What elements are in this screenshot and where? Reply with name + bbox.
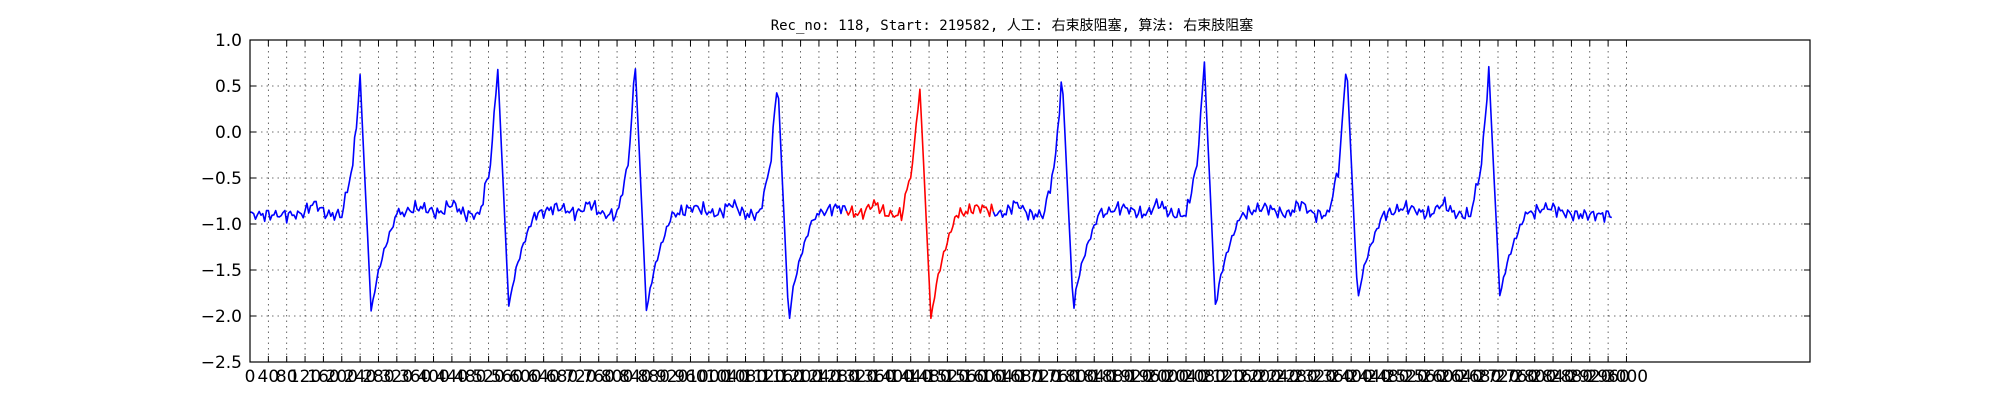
x-tick-label: 280 bbox=[362, 367, 394, 387]
x-tick-label: 1320 bbox=[834, 367, 877, 387]
x-tick-label: 2800 bbox=[1513, 367, 1556, 387]
x-tick-label: 2560 bbox=[1403, 367, 1446, 387]
x-tick-label: 720 bbox=[564, 367, 596, 387]
x-tick-label: 2200 bbox=[1238, 367, 1281, 387]
x-tick-label: 1360 bbox=[852, 367, 895, 387]
x-tick-label: 1800 bbox=[1054, 367, 1097, 387]
x-tick-label: 640 bbox=[527, 367, 559, 387]
series-line-3 bbox=[992, 61, 1613, 310]
x-tick-label: 600 bbox=[509, 367, 541, 387]
x-tick-label: 960 bbox=[674, 367, 706, 387]
x-tick-label: 680 bbox=[546, 367, 578, 387]
x-tick-label: 760 bbox=[582, 367, 614, 387]
x-tick-label: 1960 bbox=[1128, 367, 1171, 387]
x-tick-label: 1040 bbox=[706, 367, 749, 387]
y-tick-label: −2.5 bbox=[201, 353, 242, 373]
x-tick-label: 920 bbox=[656, 367, 688, 387]
x-tick-label: 240 bbox=[344, 367, 376, 387]
x-tick-label: 2720 bbox=[1476, 367, 1519, 387]
x-tick-label: 880 bbox=[638, 367, 670, 387]
x-tick-label: 3000 bbox=[1605, 367, 1648, 387]
x-tick-label: 1160 bbox=[761, 367, 804, 387]
x-tick-label: 1720 bbox=[1018, 367, 1061, 387]
x-tick-label: 1400 bbox=[871, 367, 914, 387]
x-tick-label: 2120 bbox=[1201, 367, 1244, 387]
plot-frame bbox=[249, 39, 1811, 363]
x-tick-label: 1840 bbox=[1073, 367, 1116, 387]
y-tick-label: −0.5 bbox=[201, 169, 242, 189]
x-tick-label: 320 bbox=[381, 367, 413, 387]
chart-title: Rec_no: 118, Start: 219582, 人工: 右束肢阻塞, 算… bbox=[771, 17, 1254, 34]
x-tick-label: 560 bbox=[491, 367, 523, 387]
x-tick-label: 1440 bbox=[889, 367, 932, 387]
series-line-1 bbox=[249, 68, 848, 320]
x-tick-label: 1600 bbox=[962, 367, 1005, 387]
x-tick-label: 1760 bbox=[1036, 367, 1079, 387]
x-tick-label: 520 bbox=[472, 367, 504, 387]
x-tick-label: 1280 bbox=[816, 367, 859, 387]
x-tick-label: 1240 bbox=[797, 367, 840, 387]
x-tick-label: 160 bbox=[307, 367, 339, 387]
x-tick-label: 120 bbox=[289, 367, 321, 387]
x-tick-label: 2520 bbox=[1385, 367, 1428, 387]
series-layer bbox=[249, 61, 1613, 320]
x-tick-label: 2440 bbox=[1348, 367, 1391, 387]
x-tick-label: 440 bbox=[436, 367, 468, 387]
x-tick-label: 2880 bbox=[1550, 367, 1593, 387]
x-tick-label: 0 bbox=[245, 367, 256, 387]
x-tick-label: 40 bbox=[258, 367, 280, 387]
y-axis: 1.0 0.5 0.0 −0.5 −1.0 −1.5 −2.0 −2.5 bbox=[201, 31, 1810, 373]
x-tick-label: 1640 bbox=[981, 367, 1024, 387]
x-tick-label: 1920 bbox=[1109, 367, 1152, 387]
x-tick-label: 2080 bbox=[1183, 367, 1226, 387]
x-tick-label: 2480 bbox=[1366, 367, 1409, 387]
x-axis: 0 408012016020024028032036040044048052056… bbox=[245, 40, 1648, 387]
x-tick-label: 800 bbox=[601, 367, 633, 387]
x-tick-label: 480 bbox=[454, 367, 486, 387]
x-tick-label: 2040 bbox=[1164, 367, 1207, 387]
x-tick-label: 80 bbox=[276, 367, 298, 387]
y-tick-label: −1.5 bbox=[201, 261, 242, 281]
y-tick-label: −2.0 bbox=[201, 307, 242, 327]
x-tick-label: 2280 bbox=[1274, 367, 1317, 387]
x-tick-label: 1680 bbox=[999, 367, 1042, 387]
series-line-2 bbox=[845, 88, 995, 320]
x-tick-label: 2760 bbox=[1495, 367, 1538, 387]
x-tick-label: 2640 bbox=[1440, 367, 1483, 387]
y-tick-label: 0.5 bbox=[215, 77, 242, 97]
x-tick-label: 1080 bbox=[724, 367, 767, 387]
x-tick-label: 1560 bbox=[944, 367, 987, 387]
x-tick-label: 2600 bbox=[1421, 367, 1464, 387]
x-tick-label: 1000 bbox=[687, 367, 730, 387]
x-tick-label: 1480 bbox=[907, 367, 950, 387]
x-tick-label: 2320 bbox=[1293, 367, 1336, 387]
x-tick-label: 1120 bbox=[742, 367, 785, 387]
x-tick-label: 200 bbox=[326, 367, 358, 387]
y-tick-label: 0.0 bbox=[215, 123, 242, 143]
x-tick-label: 2680 bbox=[1458, 367, 1501, 387]
x-tick-label: 400 bbox=[417, 367, 449, 387]
x-tick-label: 1520 bbox=[926, 367, 969, 387]
x-tick-label: 2960 bbox=[1586, 367, 1629, 387]
x-tick-label: 840 bbox=[619, 367, 651, 387]
x-tick-label: 2000 bbox=[1146, 367, 1189, 387]
x-tick-label: 2360 bbox=[1311, 367, 1354, 387]
x-tick-label: 2400 bbox=[1330, 367, 1373, 387]
x-tick-label: 1200 bbox=[779, 367, 822, 387]
x-tick-label: 2920 bbox=[1568, 367, 1611, 387]
y-tick-label: −1.0 bbox=[201, 215, 242, 235]
y-tick-label: 1.0 bbox=[215, 31, 242, 51]
x-tick-label: 2240 bbox=[1256, 367, 1299, 387]
x-tick-label: 1880 bbox=[1091, 367, 1134, 387]
x-tick-label: 2840 bbox=[1531, 367, 1574, 387]
x-tick-label: 2160 bbox=[1219, 367, 1262, 387]
x-tick-label: 360 bbox=[399, 367, 431, 387]
